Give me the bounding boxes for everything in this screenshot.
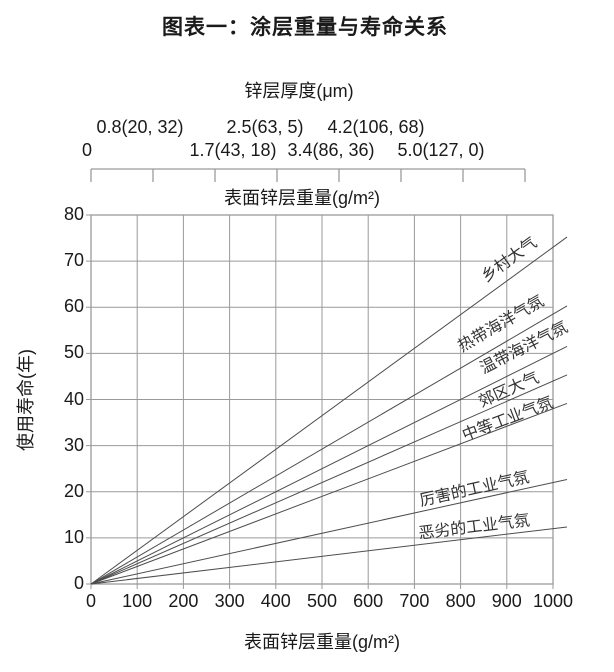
x-tick-label: 200 xyxy=(168,591,199,611)
x-tick-label: 300 xyxy=(214,591,245,611)
y-tick-label: 50 xyxy=(63,342,84,363)
y-tick-label: 80 xyxy=(63,204,84,224)
y-tick-label: 30 xyxy=(63,434,84,455)
x-tick-label: 800 xyxy=(445,591,476,611)
chart-title: 图表一：涂层重量与寿命关系 xyxy=(162,16,448,39)
x-tick-label: 500 xyxy=(306,591,338,611)
y-tick-label: 10 xyxy=(63,526,84,547)
top-axis-subtitle: 表面锌层重量(g/m²) xyxy=(224,188,380,208)
top-tick-label: 4.2(106, 68) xyxy=(327,117,425,137)
data-line xyxy=(90,526,568,585)
x-tick-label: 0 xyxy=(85,591,97,611)
y-tick-label: 70 xyxy=(63,250,84,271)
top-tick-label: 0.8(20, 32) xyxy=(96,117,184,137)
data-line xyxy=(90,374,568,585)
x-tick-label: 100 xyxy=(122,591,153,611)
top-tick-label: 2.5(63, 5) xyxy=(226,117,304,137)
x-tick-label: 600 xyxy=(353,591,384,611)
x-tick-label: 1000 xyxy=(532,591,574,611)
data-line xyxy=(90,345,568,585)
top-tick-label: 5.0(127, 0) xyxy=(397,140,485,160)
top-tick-label: 1.7(43, 18) xyxy=(189,140,277,160)
y-tick-label: 20 xyxy=(63,480,84,501)
x-tick-label: 400 xyxy=(260,591,291,611)
data-line xyxy=(90,236,568,585)
x-tick-label: 700 xyxy=(399,591,430,611)
x-tick-label: 900 xyxy=(491,591,522,611)
data-line xyxy=(90,305,568,585)
y-axis-title: 使用寿命(年) xyxy=(16,349,36,451)
y-tick-label: 60 xyxy=(63,296,84,317)
y-tick-label: 40 xyxy=(63,388,84,409)
top-tick-label: 3.4(86, 36) xyxy=(287,140,375,160)
top-axis-title: 锌层厚度(μm) xyxy=(244,81,354,101)
top-tick-label: 0 xyxy=(81,140,93,160)
data-line xyxy=(90,478,568,585)
data-line xyxy=(90,402,568,585)
x-axis-title: 表面锌层重量(g/m²) xyxy=(244,632,400,652)
y-tick-label: 0 xyxy=(73,573,84,593)
